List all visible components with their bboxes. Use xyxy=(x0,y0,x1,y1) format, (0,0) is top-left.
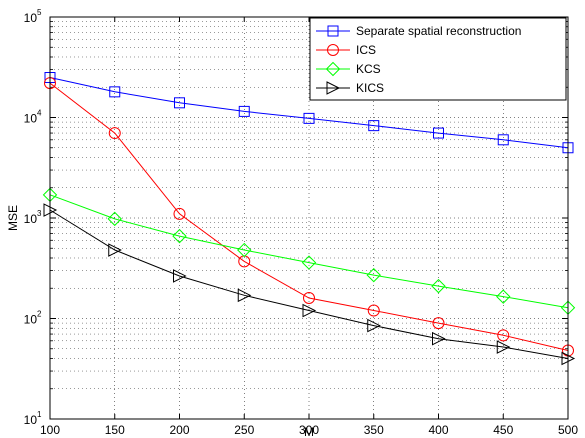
square-marker xyxy=(433,127,444,139)
x-tick-label: 250 xyxy=(234,423,254,437)
y-tick-exponent: 4 xyxy=(37,109,42,118)
x-tick-label: 450 xyxy=(493,423,513,437)
triangle-right-marker xyxy=(173,269,187,283)
legend-entry: KICS xyxy=(316,81,384,95)
circle-marker xyxy=(432,317,445,330)
y-tick-label: 10 1 xyxy=(24,410,42,427)
triangle-right-marker xyxy=(367,318,381,333)
plot-frame xyxy=(49,16,569,420)
circle-marker xyxy=(303,291,315,304)
square-marker xyxy=(497,134,509,146)
grid xyxy=(50,17,568,419)
series-line xyxy=(49,82,569,351)
triangle-right-marker xyxy=(108,243,122,257)
y-tick-base: 10 xyxy=(24,313,38,327)
legend-label: KICS xyxy=(356,81,384,95)
diamond-marker xyxy=(366,267,381,283)
diamond-marker xyxy=(107,211,122,227)
y-axis-label: MSE xyxy=(6,205,20,231)
x-tick-label: 100 xyxy=(40,423,60,437)
series-kcs xyxy=(42,187,576,315)
y-tick-base: 10 xyxy=(24,212,38,226)
diamond-marker xyxy=(237,242,252,258)
series-ics xyxy=(44,77,574,357)
x-tick-label: 400 xyxy=(428,423,448,437)
triangle-right-marker xyxy=(237,288,252,303)
legend-box xyxy=(309,17,567,101)
x-tick-label: 350 xyxy=(364,423,384,437)
triangle-right-marker xyxy=(432,331,446,346)
series-layer xyxy=(42,72,576,366)
triangle-right-marker xyxy=(496,340,511,354)
y-tick-exponent: 5 xyxy=(37,8,42,17)
circle-marker xyxy=(108,127,121,140)
y-tick-base: 10 xyxy=(24,413,38,427)
y-tick-label: 10 2 xyxy=(24,310,42,327)
x-tick-label: 500 xyxy=(558,423,578,437)
legend-entry: KCS xyxy=(316,61,381,77)
legend-label: Separate spatial reconstruction xyxy=(356,24,521,38)
square-marker xyxy=(368,120,380,132)
diamond-marker xyxy=(172,228,187,244)
y-tick-base: 10 xyxy=(24,112,38,126)
y-tick-label: 10 3 xyxy=(24,209,42,226)
legend-label: ICS xyxy=(356,43,376,57)
circle-marker xyxy=(327,44,339,56)
square-marker xyxy=(327,25,339,37)
y-tick-exponent: 2 xyxy=(37,310,42,319)
square-marker xyxy=(303,112,315,124)
x-tick-label: 150 xyxy=(105,423,125,437)
legend-entry: Separate spatial reconstruction xyxy=(316,24,521,38)
circle-marker xyxy=(173,207,186,220)
series-line xyxy=(49,194,569,309)
y-tick-base: 10 xyxy=(24,11,38,25)
square-marker xyxy=(174,97,185,109)
y-tick-label: 10 4 xyxy=(24,109,42,126)
diamond-marker xyxy=(496,289,511,304)
square-marker xyxy=(109,86,121,98)
legend: Separate spatial reconstruction ICS KCS KIC… xyxy=(309,17,567,101)
series-line xyxy=(49,77,569,149)
legend-entry: ICS xyxy=(316,43,376,57)
triangle-right-marker xyxy=(302,303,317,318)
circle-marker xyxy=(367,304,380,317)
y-tick-label: 10 5 xyxy=(24,8,42,25)
legend-label: KCS xyxy=(356,62,381,76)
square-marker xyxy=(238,105,250,117)
circle-marker xyxy=(497,329,510,342)
y-tick-exponent: 1 xyxy=(37,410,42,419)
diamond-marker xyxy=(431,278,446,294)
x-tick-label: 200 xyxy=(169,423,189,437)
series-line xyxy=(49,209,569,359)
diamond-marker xyxy=(301,255,317,270)
y-tick-exponent: 3 xyxy=(37,209,42,218)
x-tick-labels: 100 150 200 250 300 350 400 450 500 xyxy=(40,423,578,437)
x-axis-label: M xyxy=(304,425,314,438)
x-tick-label: 300 xyxy=(299,423,319,437)
diamond-marker xyxy=(325,61,341,77)
triangle-right-marker xyxy=(326,81,341,95)
